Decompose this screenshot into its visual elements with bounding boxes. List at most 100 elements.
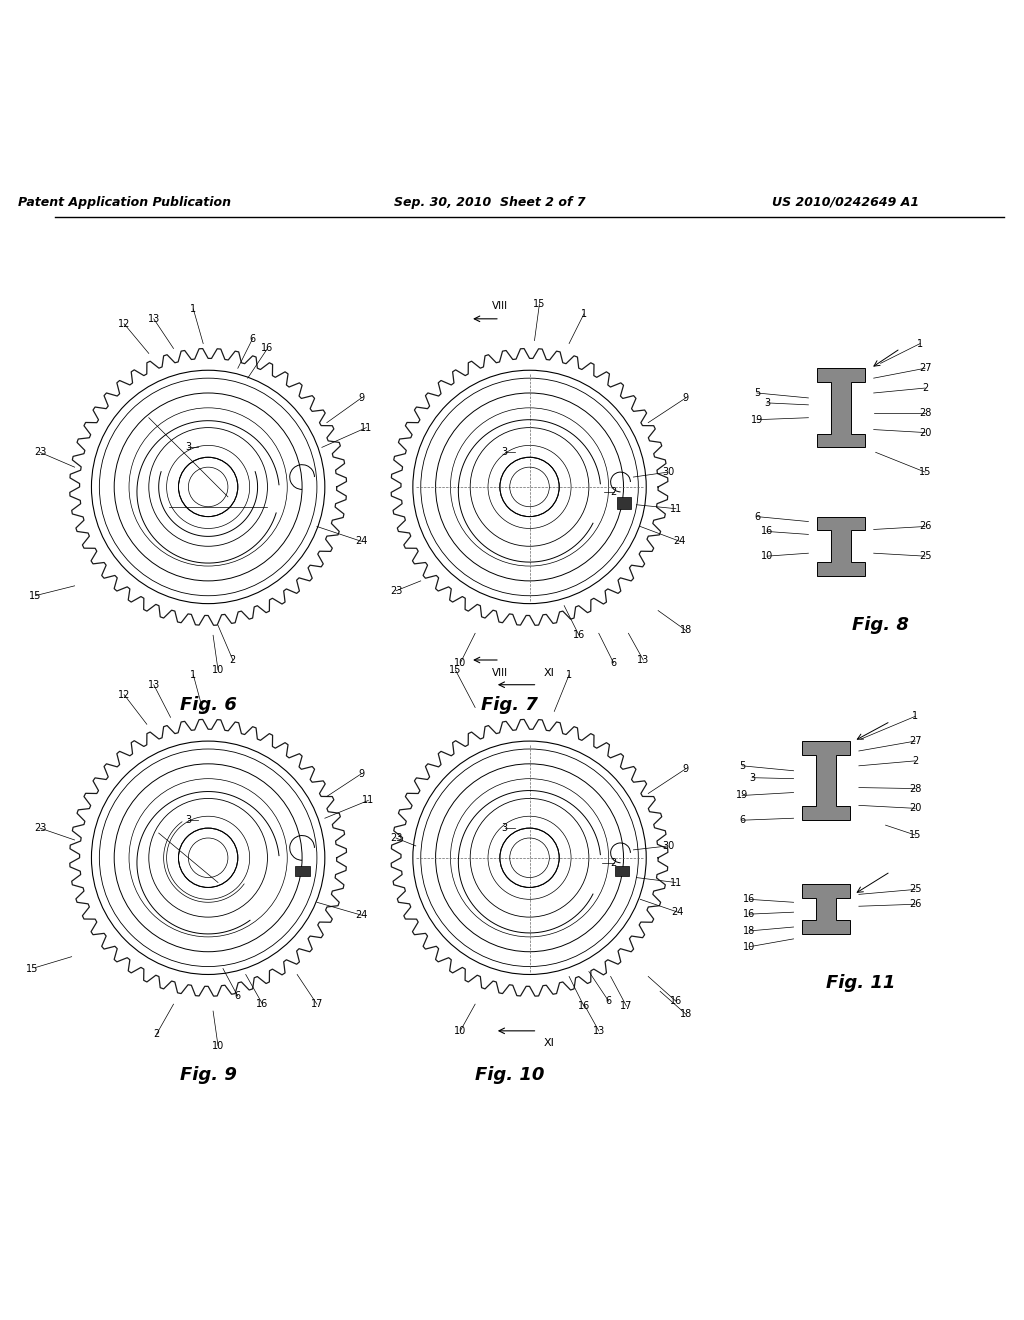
Text: 16: 16	[670, 997, 682, 1006]
Text: 16: 16	[578, 1001, 590, 1011]
Text: 11: 11	[670, 504, 682, 513]
Text: 18: 18	[680, 1008, 692, 1019]
Text: XI: XI	[544, 1038, 555, 1048]
Text: 3: 3	[749, 772, 755, 783]
Text: 9: 9	[683, 393, 689, 403]
Text: 15: 15	[450, 665, 462, 675]
FancyBboxPatch shape	[616, 496, 632, 508]
Text: 9: 9	[358, 393, 365, 403]
Text: 3: 3	[185, 816, 191, 825]
Text: 3: 3	[502, 824, 508, 833]
Text: Fig. 10: Fig. 10	[475, 1067, 545, 1084]
Text: 6: 6	[250, 334, 256, 343]
Text: 15: 15	[534, 300, 546, 309]
Text: 5: 5	[739, 760, 745, 771]
Text: 9: 9	[683, 764, 689, 774]
Text: 30: 30	[662, 467, 674, 477]
Text: 30: 30	[662, 841, 674, 851]
Text: 6: 6	[739, 816, 745, 825]
Text: 2: 2	[610, 858, 616, 867]
Text: 16: 16	[261, 343, 273, 354]
Text: 11: 11	[670, 878, 682, 887]
Text: 18: 18	[743, 925, 756, 936]
Text: 1: 1	[566, 669, 572, 680]
Text: 15: 15	[26, 964, 38, 974]
Text: 20: 20	[909, 804, 922, 813]
Text: 25: 25	[919, 552, 932, 561]
Text: 3: 3	[764, 397, 770, 408]
Text: 28: 28	[919, 408, 931, 417]
Text: 24: 24	[355, 536, 368, 546]
Text: 6: 6	[754, 512, 760, 521]
Text: 16: 16	[761, 527, 773, 536]
Text: US 2010/0242649 A1: US 2010/0242649 A1	[772, 195, 920, 209]
Text: 13: 13	[147, 314, 160, 323]
Text: 2: 2	[912, 756, 919, 766]
Text: 2: 2	[154, 1028, 160, 1039]
Text: 11: 11	[362, 796, 375, 805]
Text: 1: 1	[190, 304, 197, 314]
Text: 11: 11	[360, 422, 373, 433]
Text: 10: 10	[743, 941, 756, 952]
Text: 6: 6	[234, 991, 241, 1002]
Text: 9: 9	[358, 768, 365, 779]
Text: 10: 10	[455, 657, 467, 668]
Text: 23: 23	[34, 824, 46, 833]
Text: 6: 6	[605, 997, 611, 1006]
Text: 17: 17	[621, 1001, 633, 1011]
Text: 19: 19	[751, 414, 763, 425]
Text: 1: 1	[190, 669, 197, 680]
Text: 23: 23	[34, 447, 46, 457]
Text: 19: 19	[736, 791, 749, 800]
Text: Fig. 11: Fig. 11	[826, 974, 896, 993]
Text: 25: 25	[909, 884, 922, 895]
FancyBboxPatch shape	[614, 866, 630, 875]
Text: Patent Application Publication: Patent Application Publication	[17, 195, 230, 209]
Text: 1: 1	[918, 338, 924, 348]
Text: 23: 23	[390, 586, 402, 595]
Text: 28: 28	[909, 784, 922, 793]
Text: 27: 27	[909, 737, 922, 746]
Text: VIII: VIII	[492, 668, 508, 678]
Text: 10: 10	[212, 665, 224, 675]
Text: 1: 1	[581, 309, 587, 319]
Polygon shape	[817, 368, 865, 447]
Text: 16: 16	[743, 895, 756, 904]
Text: 13: 13	[593, 1026, 605, 1036]
Text: 27: 27	[919, 363, 932, 374]
Text: 6: 6	[610, 657, 616, 668]
Text: 26: 26	[919, 521, 931, 532]
Text: 23: 23	[390, 833, 402, 843]
Text: 2: 2	[229, 655, 236, 665]
Text: 24: 24	[674, 536, 686, 546]
Text: 16: 16	[572, 630, 585, 640]
Text: 24: 24	[355, 911, 368, 920]
Text: 13: 13	[637, 655, 649, 665]
Polygon shape	[803, 741, 850, 820]
Text: 15: 15	[909, 830, 922, 840]
Text: 2: 2	[610, 487, 616, 496]
Text: 10: 10	[212, 1040, 224, 1051]
Text: XI: XI	[544, 668, 555, 678]
Text: 2: 2	[922, 383, 928, 393]
Text: 20: 20	[919, 428, 931, 437]
Text: 12: 12	[118, 689, 130, 700]
Text: Fig. 6: Fig. 6	[179, 696, 237, 714]
Text: 26: 26	[909, 899, 922, 909]
Text: 10: 10	[455, 1026, 467, 1036]
Text: 16: 16	[743, 909, 756, 919]
Text: Sep. 30, 2010  Sheet 2 of 7: Sep. 30, 2010 Sheet 2 of 7	[394, 195, 586, 209]
Text: 18: 18	[680, 626, 692, 635]
Text: 16: 16	[256, 999, 268, 1010]
Text: 13: 13	[147, 680, 160, 690]
Text: VIII: VIII	[492, 301, 508, 312]
Text: 12: 12	[118, 318, 130, 329]
Text: 3: 3	[185, 442, 191, 453]
Text: Fig. 8: Fig. 8	[852, 616, 909, 635]
Text: 10: 10	[761, 552, 773, 561]
Text: 15: 15	[29, 591, 41, 601]
Text: 17: 17	[310, 999, 324, 1010]
Text: 15: 15	[919, 467, 931, 477]
Text: Fig. 7: Fig. 7	[481, 696, 539, 714]
Text: 1: 1	[912, 711, 919, 721]
